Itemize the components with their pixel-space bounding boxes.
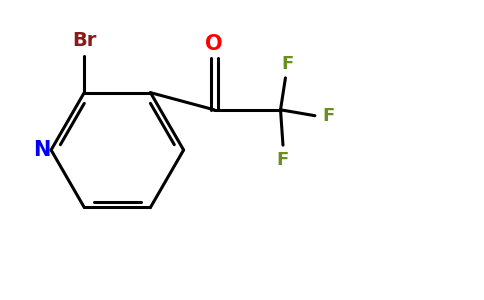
Text: O: O bbox=[206, 34, 223, 54]
Text: N: N bbox=[33, 140, 51, 160]
Text: Br: Br bbox=[72, 31, 96, 50]
Text: F: F bbox=[322, 107, 335, 125]
Text: F: F bbox=[282, 55, 294, 73]
Text: F: F bbox=[277, 151, 289, 169]
